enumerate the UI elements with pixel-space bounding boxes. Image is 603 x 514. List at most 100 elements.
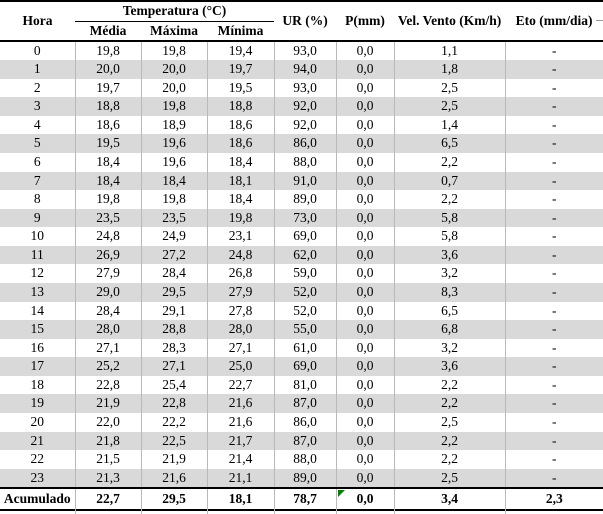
- value-cell: 27,1: [140, 357, 207, 376]
- hora-cell: 6: [33, 153, 41, 169]
- value-cell: 2,3: [504, 487, 603, 512]
- column-header-vel-vento: Vel. Vento (Km/h): [394, 1, 506, 42]
- value-cell: 19,8: [74, 40, 141, 61]
- value-cell: 18,4: [206, 152, 275, 172]
- value-cell: 1,8: [393, 60, 506, 79]
- value-cell: 24,9: [140, 227, 207, 246]
- value-cell: 0,0: [335, 171, 395, 191]
- value-cell: 0,0: [335, 134, 395, 153]
- value-cell: 28,0: [74, 320, 141, 339]
- value-cell: 0,0: [335, 338, 395, 358]
- column-header-p: P(mm): [336, 1, 395, 42]
- value-cell: 22,2: [140, 413, 207, 432]
- value-text: 0,0: [356, 491, 374, 507]
- value-cell: 69,0: [273, 357, 337, 376]
- value-cell: 87,0: [273, 394, 337, 414]
- table-row: 20 22,0 22,2 21,6 86,0 0,0 2,5-: [0, 413, 603, 432]
- value-cell: 29,5: [140, 487, 207, 512]
- table-row: 1 20,0 20,0 19,7 94,0 0,0 1,8-: [0, 60, 603, 79]
- value-cell: -: [504, 375, 603, 395]
- value-cell: 26,8: [206, 264, 275, 284]
- value-cell: 18,4: [140, 171, 207, 191]
- hora-cell: 23: [30, 469, 45, 485]
- value-cell: 22,8: [140, 394, 207, 414]
- hora-cell: 5: [33, 135, 41, 151]
- hora-cell: 7: [33, 172, 41, 188]
- table-row: 10 24,8 24,9 23,1 69,0 0,0 5,8-: [0, 227, 603, 246]
- hora-cell: 22: [30, 451, 45, 467]
- value-cell: 0,7: [393, 171, 506, 191]
- value-cell: 55,0: [273, 320, 337, 339]
- hora-cell: 16: [30, 339, 45, 355]
- table-row: 15 28,0 28,8 28,0 55,0 0,0 6,8-: [0, 320, 603, 339]
- value-cell: 19,7: [74, 78, 141, 98]
- value-cell: -: [504, 320, 603, 339]
- value-cell: 1,4: [393, 115, 506, 135]
- value-cell: 25,0: [206, 357, 275, 376]
- gridline-stub: [394, 508, 395, 514]
- value-cell: 2,5: [393, 78, 506, 98]
- value-cell: 27,9: [206, 283, 275, 302]
- hora-cell: 9: [33, 209, 41, 225]
- hora-cell: 0: [33, 42, 41, 58]
- value-cell: 0,0: [335, 357, 395, 376]
- value-cell: 81,0: [273, 375, 337, 395]
- value-cell: -: [504, 468, 603, 489]
- hora-cell: 20: [30, 414, 45, 430]
- table-row: 19 21,9 22,8 21,6 87,0 0,0 2,2-: [0, 394, 603, 414]
- table-body: 0 19,8 19,8 19,4 93,0 0,0 1,1-1 20,0 20,0 19,7 94,…: [0, 40, 603, 489]
- table-footer: Acumulado 22,7 29,5 18,1 78,7 0,0 3,4 2,…: [0, 487, 603, 512]
- value-cell: 25,4: [140, 375, 207, 395]
- value-cell: 29,1: [140, 301, 207, 321]
- accumulated-label: Acumulado: [0, 487, 75, 512]
- value-cell: -: [504, 283, 603, 302]
- value-cell: 25,2: [74, 357, 141, 376]
- value-cell: 2,5: [393, 468, 506, 489]
- value-cell: 3,2: [393, 338, 506, 358]
- value-cell: 19,5: [206, 78, 275, 98]
- value-cell: 20,0: [140, 78, 207, 98]
- value-cell: 0,0: [335, 450, 395, 469]
- hora-cell: 4: [33, 116, 41, 132]
- table-row: 5 19,5 19,6 18,6 86,0 0,0 6,5-: [0, 134, 603, 153]
- value-cell: 2,2: [393, 375, 506, 395]
- value-cell: -: [504, 40, 603, 61]
- value-cell: 0,0: [335, 394, 395, 414]
- value-cell: 28,3: [140, 338, 207, 358]
- value-cell: 18,8: [206, 97, 275, 116]
- hora-cell: 13: [30, 284, 45, 300]
- column-header-ur: UR (%): [274, 1, 337, 42]
- value-cell: 19,4: [206, 40, 275, 61]
- table-row: 18 22,8 25,4 22,7 81,0 0,0 2,2-: [0, 375, 603, 395]
- table-row: 16 27,1 28,3 27,1 61,0 0,0 3,2-: [0, 338, 603, 358]
- value-cell: 5,8: [393, 227, 506, 246]
- value-cell: -: [504, 60, 603, 79]
- value-cell: 0,0: [335, 301, 395, 321]
- table-row: 7 18,4 18,4 18,1 91,0 0,0 0,7-: [0, 171, 603, 191]
- value-cell: 18,1: [206, 487, 275, 512]
- value-cell: 6,8: [393, 320, 506, 339]
- table-row: 2 19,7 20,0 19,5 93,0 0,0 2,5-: [0, 78, 603, 98]
- value-cell: 87,0: [273, 431, 337, 451]
- value-cell: 6,5: [393, 301, 506, 321]
- value-cell: 3,2: [393, 264, 506, 284]
- value-cell: 88,0: [273, 152, 337, 172]
- column-header-eto: Eto (mm/dia): [505, 1, 603, 42]
- value-cell: 8,3: [393, 283, 506, 302]
- table-row: 14 28,4 29,1 27,8 52,0 0,0 6,5-: [0, 301, 603, 321]
- value-cell: 28,4: [140, 264, 207, 284]
- hora-cell: 2: [33, 79, 41, 95]
- value-cell: 24,8: [74, 227, 141, 246]
- value-cell: 0,0: [335, 190, 395, 209]
- value-cell: 2,2: [393, 431, 506, 451]
- value-cell: 19,8: [140, 190, 207, 209]
- value-cell: 2,2: [393, 450, 506, 469]
- value-cell: 18,1: [206, 171, 275, 191]
- value-cell: 21,6: [140, 468, 207, 489]
- value-cell: -: [504, 227, 603, 246]
- gridline-stub: [141, 508, 142, 514]
- value-cell: 3,6: [393, 245, 506, 265]
- value-cell: 52,0: [273, 301, 337, 321]
